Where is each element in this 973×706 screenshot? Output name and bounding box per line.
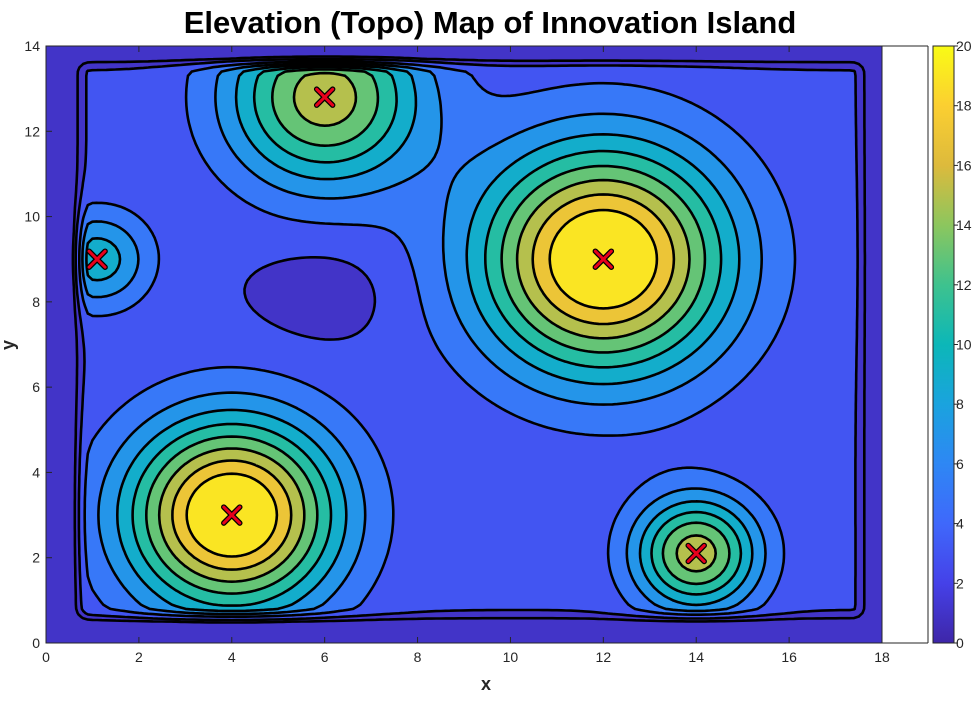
contour-line: [145, 68, 731, 595]
x-tick-label: 6: [321, 649, 329, 665]
peak-marker: [592, 248, 615, 270]
colorbar-tick-label: 18: [956, 98, 972, 114]
y-tick-label: 0: [32, 635, 40, 651]
colorbar-tick-label: 2: [956, 575, 964, 591]
peak-marker: [685, 542, 707, 565]
x-tick-label: 16: [781, 649, 797, 665]
y-tick-label: 4: [32, 464, 40, 480]
contour-line: [81, 62, 767, 616]
x-tick-label: 10: [503, 649, 519, 665]
contour-line: [171, 193, 676, 571]
plot-frame: [45, 45, 883, 644]
x-axis-label: x: [481, 674, 491, 694]
colorbar-tick-label: 12: [956, 277, 972, 293]
contour-fill: [46, 46, 882, 643]
y-tick-label: 12: [24, 123, 40, 139]
contour-line: [157, 71, 717, 583]
colorbar-tick-label: 14: [956, 217, 972, 233]
contour-line: [185, 208, 659, 558]
y-tick-label: 8: [32, 294, 40, 310]
colorbar: [932, 45, 955, 644]
colorbar-tick-label: 16: [956, 157, 972, 173]
x-tick-label: 12: [596, 649, 612, 665]
colorbar-tick-label: 20: [956, 38, 972, 54]
y-tick-label: 10: [24, 209, 40, 225]
colorbar-tick-label: 10: [956, 337, 972, 353]
peak-marker: [313, 86, 336, 108]
x-tick-label: 14: [688, 649, 704, 665]
x-tick-label: 18: [874, 649, 890, 665]
colorbar-tick-label: 8: [956, 396, 964, 412]
contour-line: [74, 57, 859, 622]
contour-lines: [71, 55, 867, 624]
x-tick-label: 8: [414, 649, 422, 665]
y-axis-ticks: 0 2 4 6 8 10 12 14: [24, 38, 52, 651]
colorbar-tick-label: 6: [956, 456, 964, 472]
x-tick-label: 4: [228, 649, 236, 665]
x-axis-ticks: 0 2 4 6 8 10 12 14 16 18: [42, 46, 890, 665]
contour-line: [131, 65, 743, 607]
colorbar-tick-label: 4: [956, 516, 964, 532]
y-axis-label: y: [0, 340, 18, 350]
peak-marker: [221, 504, 243, 526]
x-tick-label: 2: [135, 649, 143, 665]
y-tick-label: 14: [24, 38, 40, 54]
colorbar-tick-label: 0: [956, 635, 964, 651]
peak-markers: [86, 86, 707, 565]
contour-line: [71, 55, 867, 624]
y-tick-label: 6: [32, 379, 40, 395]
contour-line: [85, 63, 754, 613]
x-tick-label: 0: [42, 649, 50, 665]
chart-title: Elevation (Topo) Map of Innovation Islan…: [184, 5, 797, 40]
y-tick-label: 2: [32, 550, 40, 566]
peak-marker: [86, 248, 108, 270]
colorbar-ticks: 0 2 4 6 8 10 12 14 16 18 20: [954, 38, 972, 651]
contour-line: [78, 60, 797, 618]
